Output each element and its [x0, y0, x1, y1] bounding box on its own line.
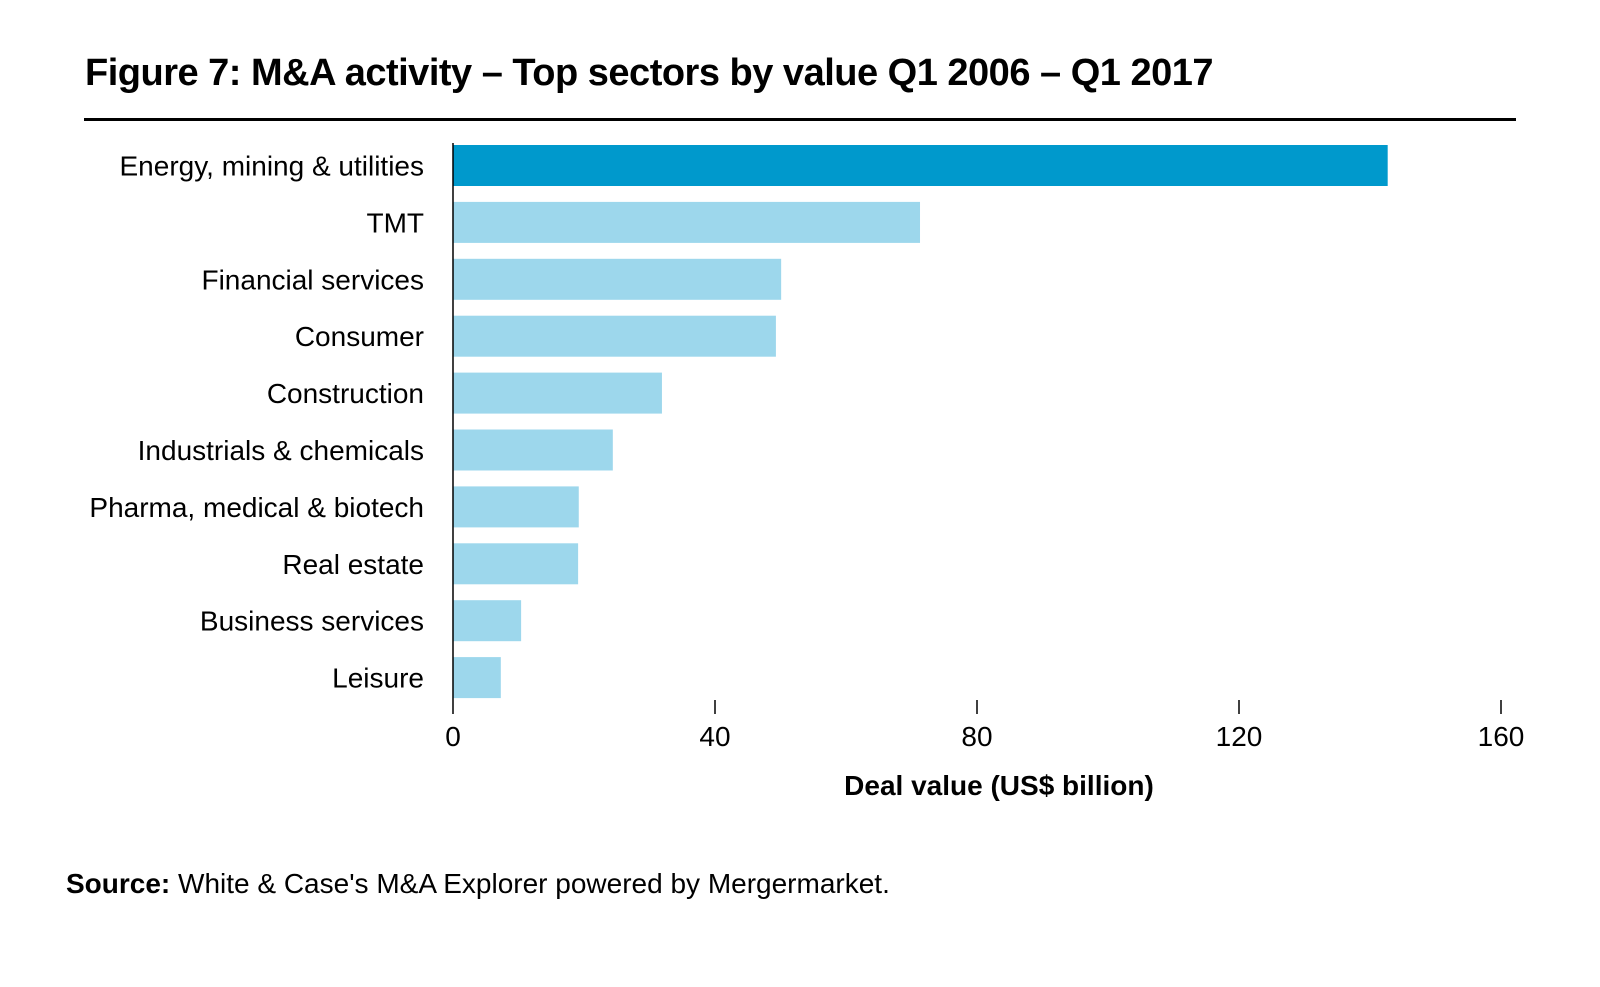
source-label: Source:	[66, 868, 171, 899]
title-divider	[84, 118, 1516, 121]
x-axis-label: Deal value (US$ billion)	[844, 770, 1154, 801]
source-note: Source: White & Case's M&A Explorer powe…	[66, 868, 890, 900]
bar	[453, 657, 501, 699]
category-label: Energy, mining & utilities	[120, 151, 425, 182]
bar	[453, 145, 1388, 186]
bar	[453, 201, 921, 243]
chart-title: Figure 7: M&A activity – Top sectors by …	[85, 52, 1213, 94]
x-tick-label: 80	[961, 721, 992, 752]
category-label: Financial services	[201, 264, 424, 295]
bar	[453, 543, 579, 585]
category-label: Construction	[267, 378, 424, 409]
bar	[453, 315, 776, 357]
bar	[453, 486, 579, 528]
category-label: Pharma, medical & biotech	[89, 492, 424, 523]
category-label: Consumer	[295, 321, 424, 352]
bar	[453, 372, 662, 414]
x-tick-label: 40	[699, 721, 730, 752]
category-label: Leisure	[332, 663, 424, 694]
category-label: Real estate	[282, 549, 424, 580]
bar	[453, 429, 613, 471]
bar	[453, 258, 782, 300]
bar	[453, 600, 522, 642]
source-text: White & Case's M&A Explorer powered by M…	[170, 868, 890, 899]
category-label: Business services	[200, 606, 424, 637]
x-tick-label: 160	[1478, 721, 1525, 752]
category-label: TMT	[366, 207, 424, 238]
x-tick-label: 120	[1216, 721, 1263, 752]
x-tick-label: 0	[445, 721, 461, 752]
category-label: Industrials & chemicals	[138, 435, 424, 466]
